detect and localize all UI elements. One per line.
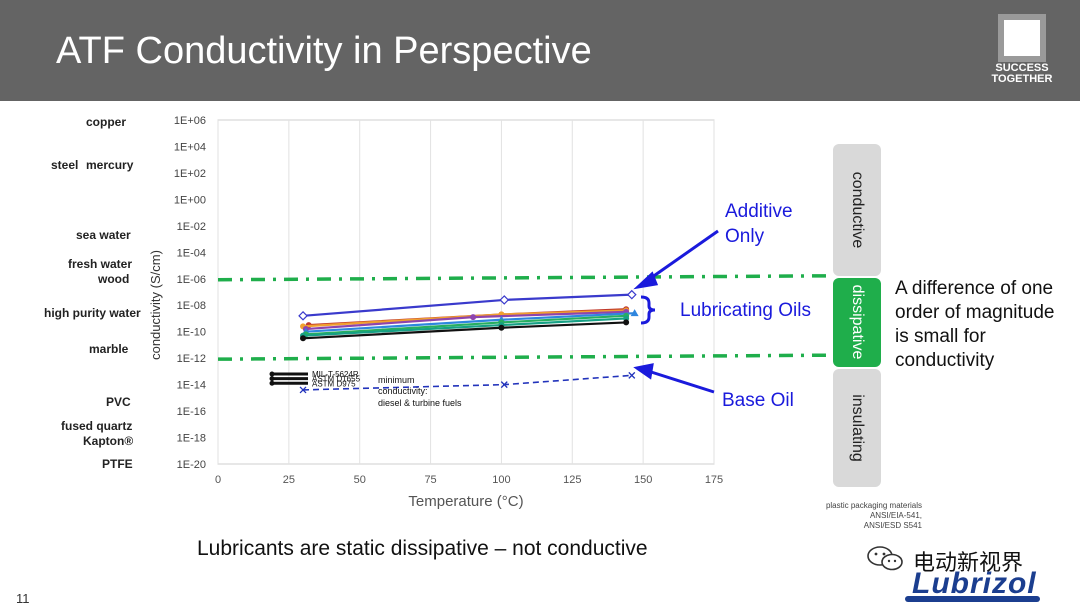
y-tick-label: 1E-14 xyxy=(177,380,206,392)
bottom-caption: Lubricants are static dissipative – not … xyxy=(197,537,648,560)
spec-label: MIL-T-5624R xyxy=(312,370,359,379)
y-tick-label: 1E-10 xyxy=(177,327,206,339)
x-tick-label: 25 xyxy=(283,474,295,486)
material-marble: marble xyxy=(89,342,129,356)
material-steel: steel xyxy=(51,158,79,172)
data-point xyxy=(626,289,637,300)
band-dissipative xyxy=(833,278,881,367)
additive-label-line2: Only xyxy=(725,226,765,247)
data-point xyxy=(470,314,477,321)
material-mercury: mercury xyxy=(86,158,134,172)
spec-marker xyxy=(269,371,275,377)
y-tick-label: 1E-02 xyxy=(177,221,206,233)
additive-arrowhead-icon xyxy=(633,271,659,290)
band-dissipative-label: dissipative xyxy=(849,284,866,360)
base-oil-label: Base Oil xyxy=(722,390,794,411)
additive-arrow xyxy=(647,229,719,282)
spec-note-line1: minimum xyxy=(378,375,415,385)
y-tick-label: 1E-18 xyxy=(177,433,206,445)
y-tick-label: 1E+06 xyxy=(174,115,206,127)
note-line1: A difference of one xyxy=(895,278,1054,299)
material-sea-water: sea water xyxy=(76,228,131,242)
logo-line2: TOGETHER xyxy=(991,73,1053,85)
spec-label: ASTM D1655 xyxy=(312,375,361,384)
x-tick-label: 175 xyxy=(705,474,723,486)
additive-label-line1: Additive xyxy=(725,201,793,222)
standards-line1: plastic packaging materials xyxy=(825,501,922,510)
standards-note: plastic packaging materials ANSI/EIA-541… xyxy=(818,501,922,531)
wechat-icon xyxy=(867,546,903,571)
watermark-text: 电动新视界 xyxy=(913,550,1024,575)
material-pvc: PVC xyxy=(106,395,131,409)
note-line4: conductivity xyxy=(895,350,995,371)
slide-number: 11 xyxy=(16,591,30,606)
material-copper: copper xyxy=(86,115,127,129)
y-tick-label: 1E+04 xyxy=(174,141,206,153)
spec-note-line3: diesel & turbine fuels xyxy=(378,398,462,408)
y-tick-label: 1E-16 xyxy=(177,406,206,418)
y-tick-label: 1E+02 xyxy=(174,168,206,180)
logo-line1: SUCCESS xyxy=(995,62,1049,74)
y-tick-label: 1E-12 xyxy=(177,353,206,365)
data-point xyxy=(500,381,508,389)
title-bar xyxy=(0,0,1080,101)
y-axis-label: conductivity (S/cm) xyxy=(148,250,163,360)
material-wood: wood xyxy=(98,272,130,286)
y-tick-label: 1E-08 xyxy=(177,300,206,312)
y-tick-label: 1E-04 xyxy=(177,247,206,259)
band-insulating-label: insulating xyxy=(849,394,866,462)
lubrizol-swoosh-icon xyxy=(905,596,1040,602)
x-tick-label: 125 xyxy=(563,474,581,486)
note-line3: is small for xyxy=(895,326,986,347)
band-conductive-label: conductive xyxy=(849,171,866,249)
magnitude-note: A difference of one order of magnitude i… xyxy=(895,277,1080,373)
lubrizol-logo: Lubrizol xyxy=(912,567,1037,600)
x-tick-label: 50 xyxy=(354,474,366,486)
data-point xyxy=(298,310,308,321)
y-tick-label: 1E-06 xyxy=(177,274,206,286)
data-point xyxy=(299,386,307,394)
x-tick-label: 75 xyxy=(424,474,436,486)
material-high-purity-water: high purity water xyxy=(44,306,141,320)
lubricating-oils-bracket xyxy=(640,295,656,325)
standards-line3: ANSI/ESD S541 xyxy=(863,521,922,530)
note-line2: order of magnitude xyxy=(895,302,1055,323)
band-insulating xyxy=(833,369,881,487)
standards-line2: ANSI/EIA-541, xyxy=(869,511,922,520)
data-point xyxy=(300,335,307,342)
x-tick-label: 100 xyxy=(492,474,510,486)
y-tick-label: 1E+00 xyxy=(174,194,206,206)
data-point xyxy=(628,371,636,379)
threshold-line xyxy=(217,274,834,282)
base-oil-arrow xyxy=(647,369,715,394)
x-axis-label: Temperature (°C) xyxy=(408,493,523,510)
x-tick-label: 150 xyxy=(634,474,652,486)
data-point xyxy=(623,319,630,326)
spec-marker xyxy=(269,380,275,386)
data-point xyxy=(630,309,639,317)
y-tick-label: 1E-20 xyxy=(177,459,206,471)
material-kapton: Kapton® xyxy=(83,434,134,448)
band-conductive xyxy=(833,144,881,276)
data-point xyxy=(498,324,505,331)
threshold-line xyxy=(217,353,834,361)
material-fused-quartz: fused quartz xyxy=(61,419,133,433)
base-oil-arrowhead-icon xyxy=(633,363,654,380)
slide-title: ATF Conductivity in Perspective xyxy=(56,30,592,72)
data-point xyxy=(499,295,510,305)
spec-marker xyxy=(269,376,275,382)
spec-note-line2: conductivity: xyxy=(378,386,428,396)
lubricating-oils-label: Lubricating Oils xyxy=(680,300,811,321)
material-fresh-water: fresh water xyxy=(68,257,133,271)
material-ptfe: PTFE xyxy=(102,457,133,471)
success-together-logo-icon xyxy=(998,14,1046,62)
logo-text: SUCCESS TOGETHER xyxy=(982,63,1062,85)
plot-area xyxy=(217,119,715,465)
spec-label: ASTM D975 xyxy=(312,379,356,388)
x-tick-label: 0 xyxy=(215,474,221,486)
